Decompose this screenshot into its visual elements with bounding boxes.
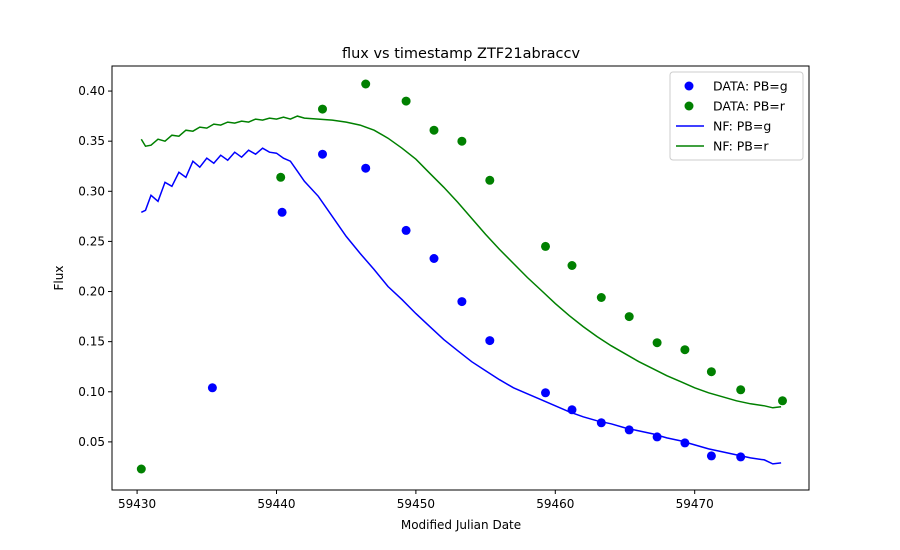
data-point-r [457,136,467,146]
y-tick-label: 0.20 [78,285,105,299]
data-point-r [485,175,495,185]
data-point-g [541,388,550,398]
legend: DATA: PB=g DATA: PB=r NF: PB=g NF: PB=r [669,71,804,161]
y-tick-label: 0.15 [78,335,105,349]
data-point-g [680,438,690,448]
legend-box [669,71,804,161]
y-tick-label: 0.05 [78,435,105,449]
data-point-g [736,452,746,462]
data-point-r [567,261,577,270]
data-point-g [485,336,495,346]
data-point-r [429,125,439,135]
data-point-r [706,367,716,377]
x-tick-label: 59440 [257,497,295,511]
y-tick-label: 0.40 [78,84,105,98]
data-point-g [706,451,716,461]
data-point-g [277,207,287,217]
y-tick-label: 0.30 [78,184,105,198]
x-axis-label: Modified Julian Date [401,518,521,532]
axis-ticks: 59430 59440 59450 59460 59470 0.05 0.10 0.15 0.2… [78,84,714,511]
data-point-r [541,241,550,251]
y-axis-label: Flux [52,266,66,291]
data-point-g [429,254,439,263]
legend-label: DATA: PB=r [713,99,786,114]
data-point-r [318,104,327,114]
axes-frame [111,65,810,491]
data-point-g [624,425,634,435]
data-point-r [596,293,606,302]
y-tick-label: 0.25 [78,234,105,248]
data-point-g [567,405,577,415]
x-tick-label: 59430 [118,497,156,511]
data-point-r [778,396,787,406]
series-line-nf-r [140,115,782,409]
x-tick-label: 59470 [676,497,714,511]
legend-marker [684,81,694,91]
y-tick-label: 0.10 [78,385,105,399]
data-point-r [276,172,286,182]
legend-label: DATA: PB=g [713,79,788,94]
legend-label: NF: PB=g [713,119,771,134]
y-tick-label: 0.35 [78,134,105,148]
data-point-g [207,383,217,393]
data-point-r [136,464,146,474]
data-point-r [361,79,371,89]
data-point-r [680,345,690,355]
data-point-r [401,96,411,106]
x-tick-label: 59460 [536,497,574,511]
data-point-g [401,225,411,235]
plot-area [136,79,787,474]
legend-label: NF: PB=r [713,139,769,154]
x-tick-label: 59450 [397,497,435,511]
data-point-g [652,432,662,442]
data-point-r [624,312,634,322]
data-point-g [361,163,371,173]
chart-title: flux vs timestamp ZTF21abraccv [342,46,581,62]
data-point-r [736,385,746,395]
legend-marker [684,101,694,111]
data-point-g [318,149,327,159]
data-point-g [457,297,467,307]
data-point-r [652,338,662,348]
data-point-g [596,418,606,428]
